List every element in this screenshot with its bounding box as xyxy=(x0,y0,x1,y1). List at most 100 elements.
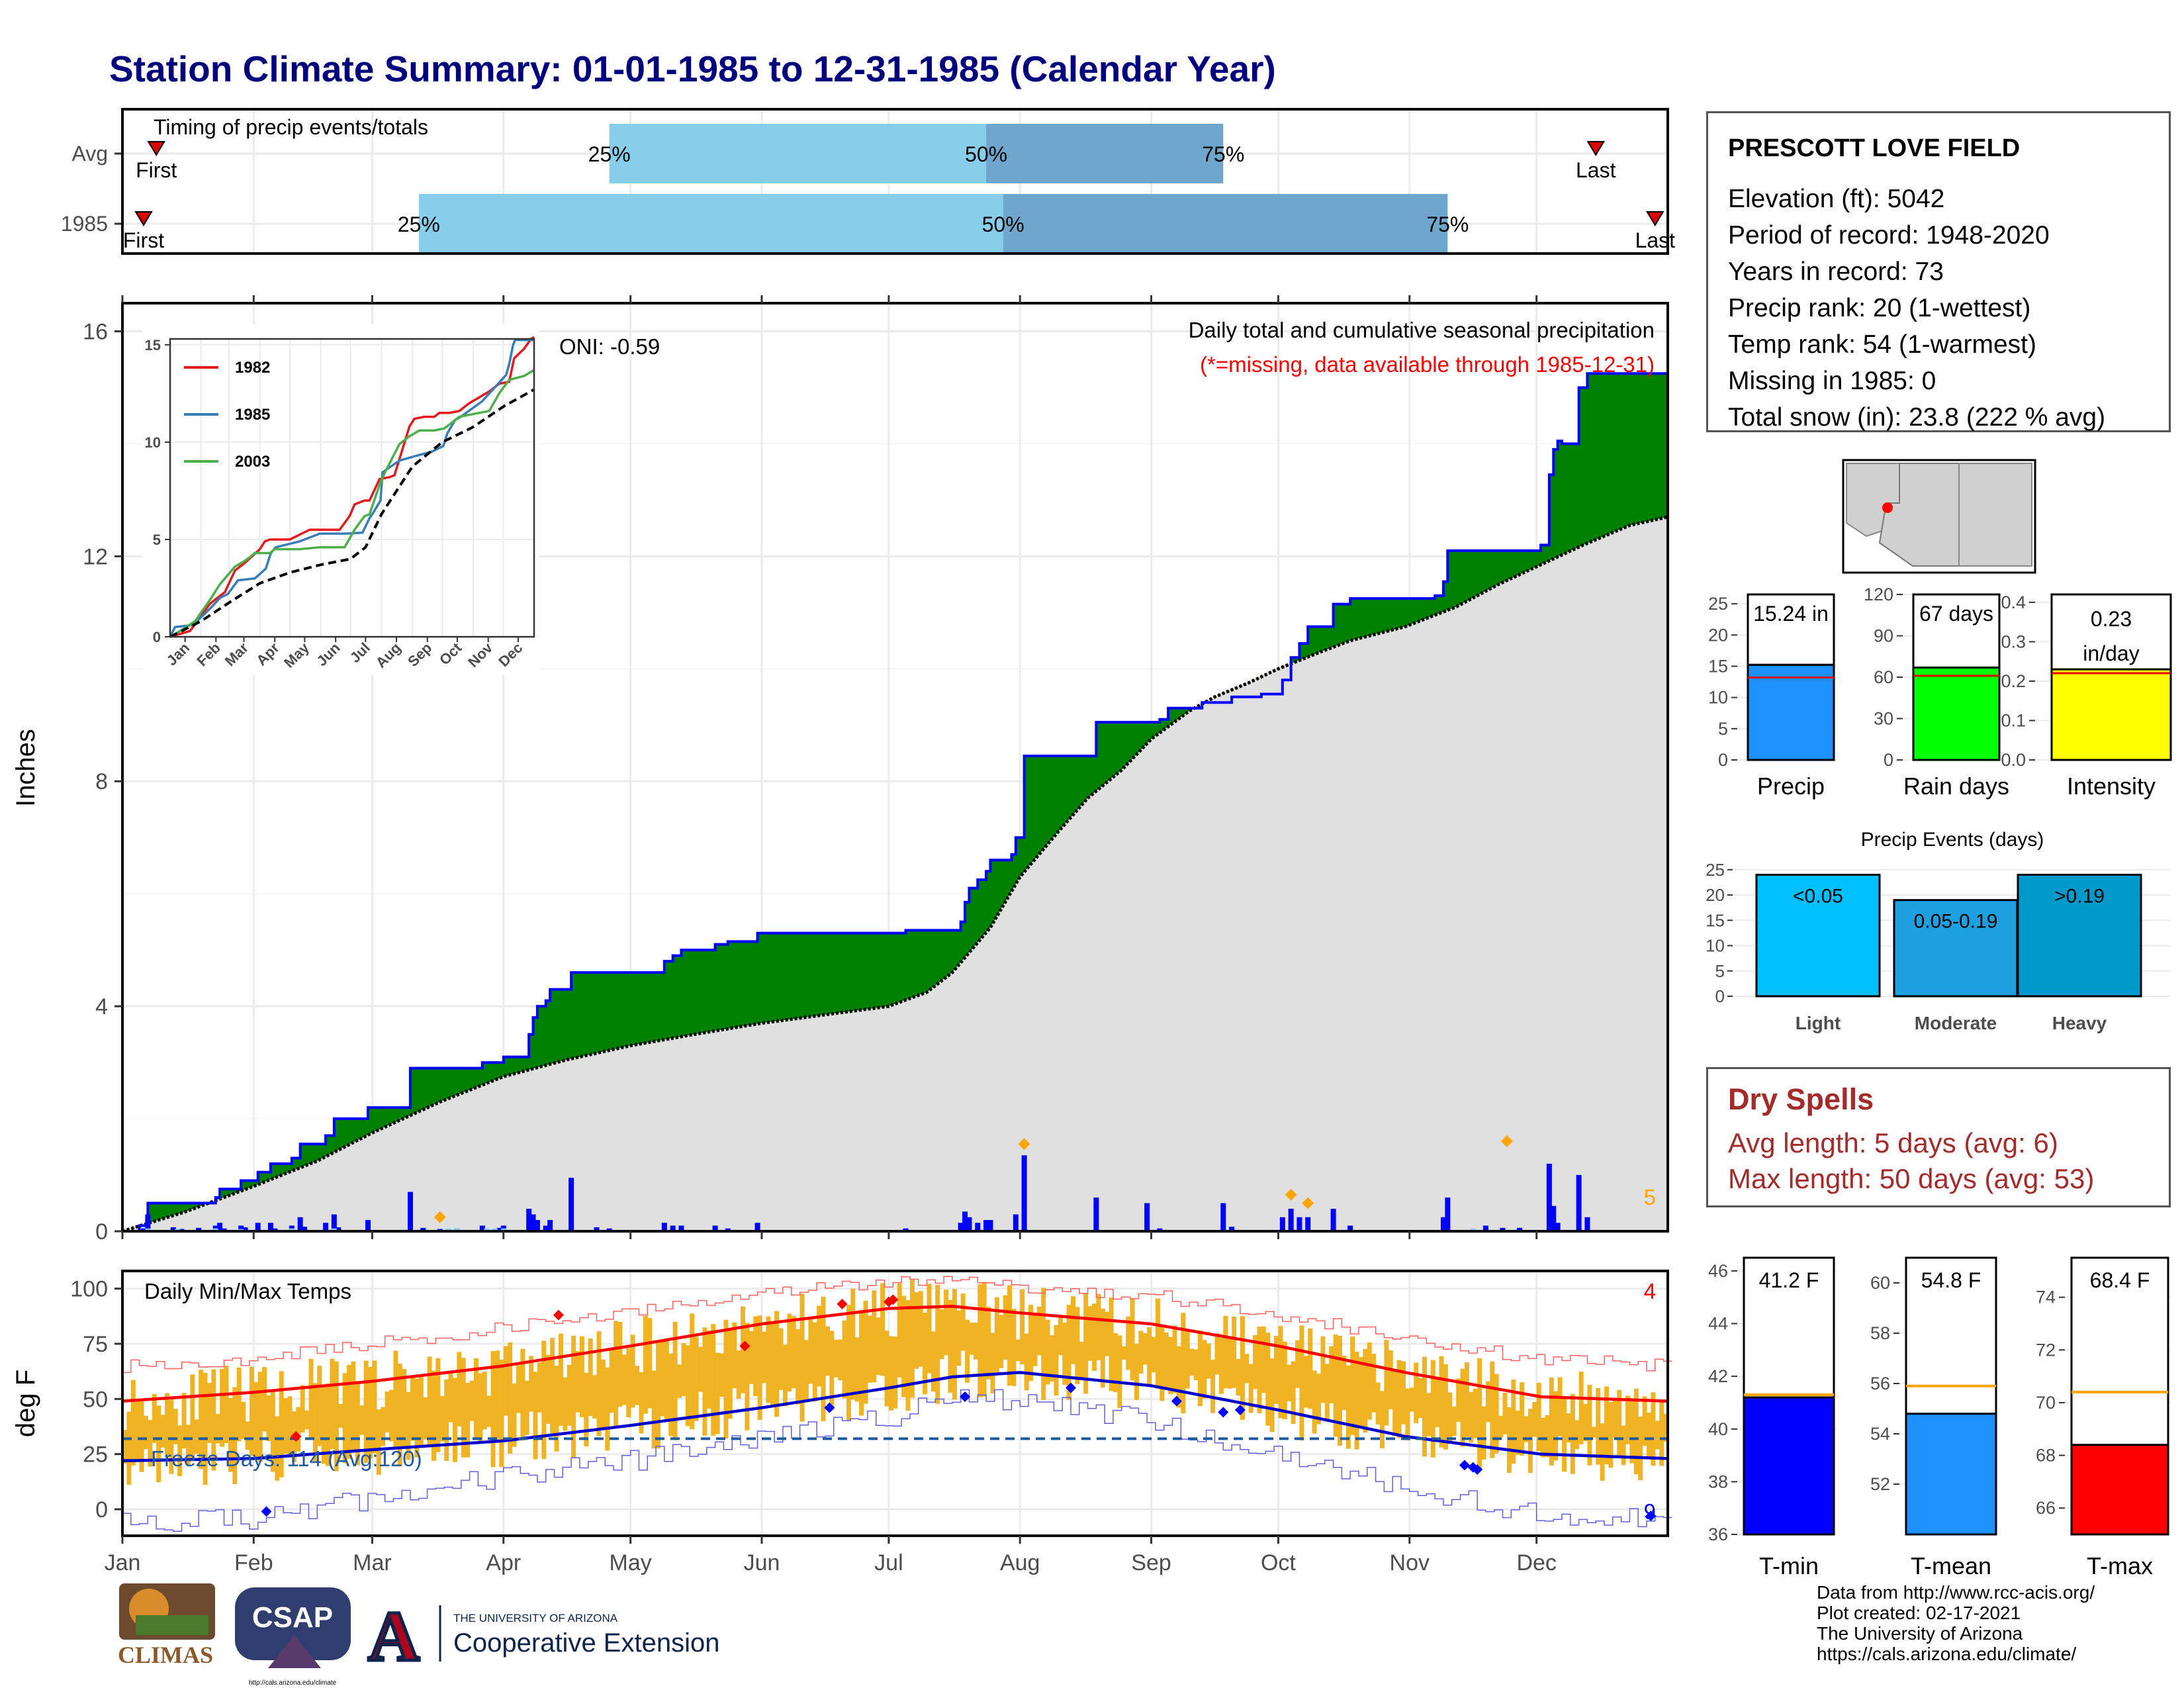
daily-temp-range-bar xyxy=(1367,1342,1372,1420)
daily-temp-range-bar xyxy=(228,1397,233,1472)
daily-temp-range-bar xyxy=(1451,1406,1457,1436)
record-low-marker xyxy=(824,1402,835,1413)
events-y-tick-label: 20 xyxy=(1706,885,1725,905)
daily-temp-range-bar xyxy=(194,1419,199,1454)
daily-temp-range-bar xyxy=(952,1289,957,1400)
daily-temp-range-bar xyxy=(1354,1351,1359,1450)
daily-temp-range-bar xyxy=(1447,1392,1453,1442)
daily-temp-range-bar xyxy=(1007,1285,1013,1386)
daily-temp-range-bar xyxy=(1338,1336,1343,1446)
daily-temp-range-bar xyxy=(1028,1305,1034,1382)
daily-temp-range-bar xyxy=(782,1344,788,1407)
daily-temp-range-bar xyxy=(1265,1333,1271,1426)
temperature-panel: 0 25 50 75 100 Jan Feb Mar Apr May Jun Jul Aug Sep Oct… xyxy=(11,1270,1672,1575)
temp-frame xyxy=(121,1270,1669,1537)
temp-bar-name: T-max xyxy=(2087,1552,2153,1579)
daily-temp-range-bar xyxy=(152,1394,157,1443)
credit-line-source: Data from http://www.rcc-acis.org/ xyxy=(1817,1582,2095,1603)
daily-temp-range-bar xyxy=(270,1390,275,1472)
daily-precip-bar xyxy=(242,1227,248,1231)
daily-temp-range-bar xyxy=(1210,1360,1216,1413)
precip-y-tick-label: 0 xyxy=(95,1219,108,1244)
temp-y-tick-label: 25 xyxy=(83,1442,108,1468)
daily-precip-bar xyxy=(987,1220,993,1231)
temp-bar-panel-1: 52 54 56 58 60 54.8 F T-mean xyxy=(1870,1256,1999,1579)
daily-temp-range-bar xyxy=(1163,1332,1169,1389)
daily-temp-range-bar xyxy=(185,1425,191,1466)
daily-precip-bar xyxy=(1482,1225,1488,1231)
daily-temp-range-bar xyxy=(308,1358,314,1440)
daily-temp-range-bar xyxy=(1435,1379,1440,1427)
daily-temp-range-bar xyxy=(1570,1393,1575,1474)
daily-temp-range-bar xyxy=(1083,1293,1089,1394)
extreme-precip-marker xyxy=(1302,1197,1314,1209)
station-line-years: Years in record: 73 xyxy=(1728,258,1944,286)
daily-temp-range-bar xyxy=(190,1374,195,1459)
daily-temp-range-bar xyxy=(1054,1325,1059,1396)
daily-temp-range-bar xyxy=(245,1421,250,1450)
daily-temp-range-bar xyxy=(770,1323,775,1407)
daily-temp-range-bar xyxy=(397,1363,402,1466)
daily-temp-range-bar xyxy=(588,1338,593,1417)
daily-precip-bar xyxy=(331,1214,337,1231)
inset-legend-label: 1982 xyxy=(235,359,270,377)
daily-temp-range-bar xyxy=(1600,1423,1605,1481)
daily-temp-range-bar xyxy=(660,1340,665,1417)
temp-bar-y-tick-label: 38 xyxy=(1708,1472,1728,1491)
month-label: Jan xyxy=(105,1550,141,1575)
daily-temp-range-bar xyxy=(838,1339,843,1381)
daily-temp-range-bar xyxy=(351,1361,356,1452)
daily-temp-range-bar xyxy=(1214,1333,1220,1375)
daily-snow-bar xyxy=(484,1228,490,1231)
daily-temp-range-bar xyxy=(1469,1392,1474,1443)
daily-temp-range-bar xyxy=(1532,1402,1537,1437)
summary-bar-label: 67 days xyxy=(1919,602,1993,626)
daily-snow-bar xyxy=(212,1228,218,1231)
daily-temp-range-bar xyxy=(1062,1323,1068,1385)
daily-temp-range-bar xyxy=(1227,1337,1232,1389)
record-high-marker xyxy=(291,1431,302,1442)
daily-temp-range-bar xyxy=(432,1370,436,1461)
temp-bar-y-tick-label: 36 xyxy=(1708,1524,1728,1544)
csap-logo-mountain xyxy=(268,1635,321,1668)
timing-last-label: Last xyxy=(1576,158,1616,182)
daily-temp-range-bar xyxy=(833,1339,839,1378)
timing-label-75: 75% xyxy=(1202,142,1244,166)
daily-temp-range-bar xyxy=(1185,1331,1190,1389)
daily-temp-range-bar xyxy=(1172,1325,1177,1393)
daily-temp-range-bar xyxy=(567,1364,572,1426)
cumulative-1985-line xyxy=(122,372,1669,1233)
last-event-marker xyxy=(1586,141,1606,156)
daily-temp-range-bar xyxy=(435,1358,441,1452)
daily-temp-range-bar xyxy=(1520,1382,1525,1456)
daily-temp-range-bar xyxy=(173,1409,178,1444)
daily-temp-range-bar xyxy=(927,1284,932,1374)
daily-precip-bar xyxy=(1584,1217,1590,1231)
daily-temp-range-bar xyxy=(859,1309,864,1416)
daily-temp-range-bar xyxy=(876,1317,881,1376)
summary-bar-rain-days xyxy=(1912,666,2001,761)
month-label: Aug xyxy=(1000,1550,1040,1575)
daily-temp-range-bar xyxy=(368,1366,373,1459)
daily-temp-range-bar xyxy=(1515,1411,1520,1455)
daily-temp-range-bar xyxy=(317,1366,322,1446)
daily-temp-range-bar xyxy=(1549,1377,1554,1466)
daily-temp-range-bar xyxy=(1481,1406,1486,1460)
daily-temp-range-bar xyxy=(177,1425,183,1476)
daily-temp-range-bar xyxy=(799,1293,805,1422)
daily-temp-range-bar xyxy=(1045,1319,1050,1385)
precip-y-tick-label: 16 xyxy=(83,319,108,344)
events-y-tick-label: 25 xyxy=(1706,860,1725,880)
daily-precip-bar xyxy=(530,1214,536,1231)
daily-temp-range-bar xyxy=(338,1403,343,1428)
timing-label-25: 25% xyxy=(398,212,440,236)
daily-precip-bar xyxy=(569,1178,574,1231)
daily-temp-range-bar xyxy=(130,1380,136,1466)
daily-temp-range-bar xyxy=(393,1350,398,1449)
daily-temp-range-bar xyxy=(787,1313,792,1392)
precip-y-tick-label: 12 xyxy=(83,544,108,569)
daily-temp-range-bar xyxy=(719,1353,725,1397)
daily-temp-range-bar xyxy=(241,1401,246,1439)
daily-temp-range-bar xyxy=(220,1368,225,1447)
